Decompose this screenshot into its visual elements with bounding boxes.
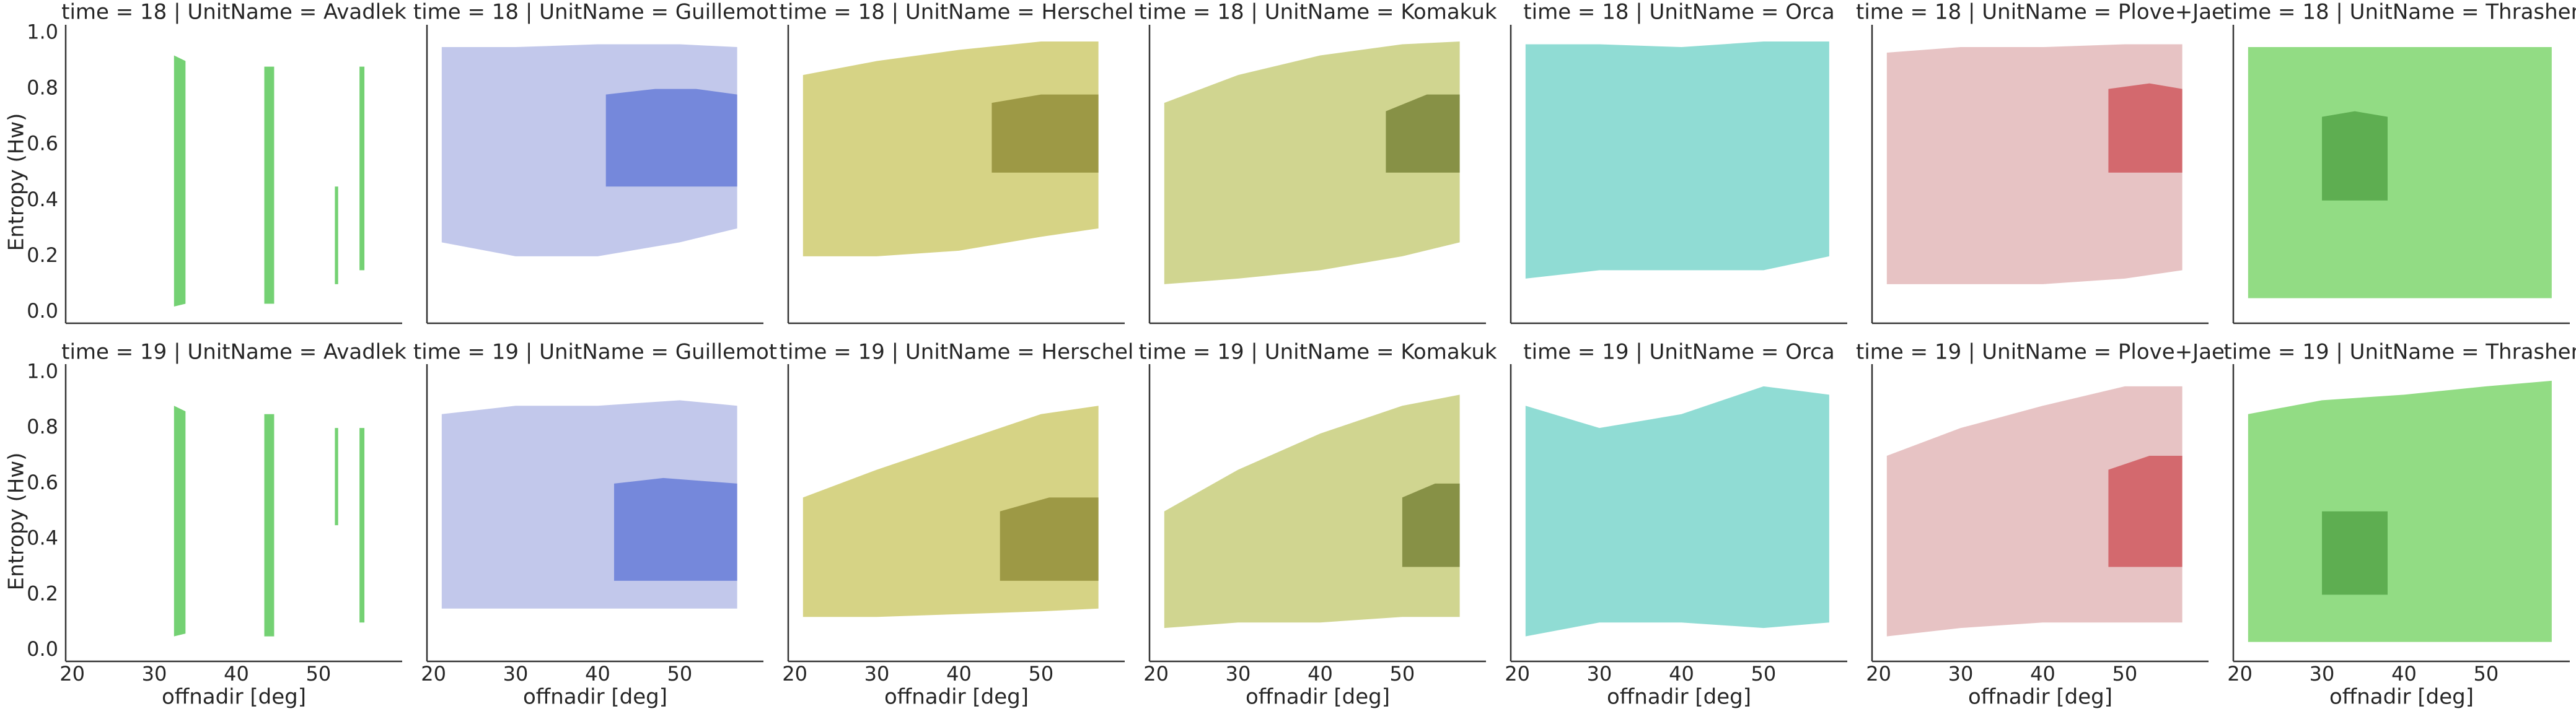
x-tick-label: 50 xyxy=(667,662,693,686)
point-cloud xyxy=(335,428,338,526)
x-tick-label: 20 xyxy=(2227,662,2253,686)
x-tick-label: 30 xyxy=(1948,662,1974,686)
y-tick-label: 1.0 xyxy=(27,20,58,44)
point-cloud xyxy=(2248,380,2552,642)
core xyxy=(2108,83,2183,173)
point-cloud xyxy=(1164,41,1460,284)
x-tick-label: 50 xyxy=(2112,662,2138,686)
x-tick-label: 20 xyxy=(421,662,446,686)
x-tick-label: 40 xyxy=(2030,662,2055,686)
y-tick-label: 0.2 xyxy=(27,581,58,605)
y-tick-label: 0.0 xyxy=(27,637,58,661)
panel-title: time = 19 | UnitName = Orca xyxy=(1523,340,1834,365)
point-cloud xyxy=(174,55,186,307)
point-cloud xyxy=(264,414,275,637)
y-tick-label: 0.4 xyxy=(27,526,58,550)
x-tick-label: 40 xyxy=(224,662,249,686)
x-tick-label: 30 xyxy=(2310,662,2335,686)
x-tick-label: 40 xyxy=(946,662,972,686)
x-tick-label: 50 xyxy=(306,662,332,686)
x-tick-label: 30 xyxy=(142,662,167,686)
core xyxy=(2322,511,2388,595)
core xyxy=(991,94,1099,173)
y-tick-label: 0.8 xyxy=(27,76,58,100)
y-tick-label: 0.4 xyxy=(27,188,58,211)
panel-title: time = 18 | UnitName = Herschel xyxy=(780,0,1134,25)
point-cloud xyxy=(335,186,338,284)
x-tick-label: 40 xyxy=(585,662,610,686)
x-tick-label: 50 xyxy=(2474,662,2499,686)
x-axis-label: offnadir [deg] xyxy=(523,685,667,710)
point-cloud xyxy=(174,406,186,637)
point-cloud xyxy=(1164,394,1460,629)
x-axis-label: offnadir [deg] xyxy=(1246,685,1390,710)
point-cloud xyxy=(359,66,365,271)
panel-title: time = 18 | UnitName = Avadlek xyxy=(61,0,407,25)
x-tick-label: 40 xyxy=(1308,662,1333,686)
y-tick-label: 0.8 xyxy=(27,415,58,438)
x-tick-label: 20 xyxy=(1866,662,1891,686)
x-tick-label: 20 xyxy=(782,662,807,686)
x-tick-label: 50 xyxy=(1751,662,1777,686)
panel-title: time = 18 | UnitName = Guillemot xyxy=(413,0,777,25)
panel-title: time = 19 | UnitName = Herschel xyxy=(780,340,1134,365)
panel-title: time = 19 | UnitName = Avadlek xyxy=(61,340,407,365)
x-axis-label: offnadir [deg] xyxy=(1607,685,1751,710)
x-tick-label: 20 xyxy=(1505,662,1530,686)
x-tick-label: 40 xyxy=(1669,662,1694,686)
x-tick-label: 20 xyxy=(59,662,85,686)
x-tick-label: 30 xyxy=(864,662,890,686)
x-axis-label: offnadir [deg] xyxy=(884,685,1029,710)
x-axis-label: offnadir [deg] xyxy=(1968,685,2112,710)
panel-title: time = 19 | UnitName = Guillemot xyxy=(413,340,777,365)
panel-title: time = 18 | UnitName = Thrasher xyxy=(2223,0,2576,25)
panel-title: time = 19 | UnitName = Komakuk xyxy=(1138,340,1497,365)
core xyxy=(605,89,737,187)
point-cloud xyxy=(802,41,1099,256)
y-tick-label: 0.2 xyxy=(27,243,58,267)
x-tick-label: 40 xyxy=(2391,662,2417,686)
x-tick-label: 30 xyxy=(503,662,529,686)
x-axis-label: offnadir [deg] xyxy=(2329,685,2474,710)
point-cloud xyxy=(1525,386,1829,637)
core xyxy=(1402,483,1460,567)
point-cloud xyxy=(1525,41,1829,279)
core xyxy=(1386,94,1460,173)
core xyxy=(2108,456,2183,567)
panel-title: time = 18 | UnitName = Komakuk xyxy=(1138,0,1497,25)
y-axis-label: Entropy (Hw) xyxy=(4,113,29,251)
panel-title: time = 18 | UnitName = Plove+Jae xyxy=(1856,0,2225,25)
point-cloud xyxy=(1886,386,2183,637)
core xyxy=(2322,111,2388,201)
y-tick-label: 1.0 xyxy=(27,359,58,383)
point-cloud xyxy=(264,66,275,304)
y-tick-label: 0.6 xyxy=(27,132,58,155)
x-tick-label: 30 xyxy=(1587,662,1612,686)
core xyxy=(1000,497,1099,581)
x-tick-label: 50 xyxy=(1029,662,1054,686)
point-cloud xyxy=(359,428,365,623)
y-tick-label: 0.0 xyxy=(27,299,58,323)
x-tick-label: 20 xyxy=(1143,662,1169,686)
point-cloud xyxy=(2248,47,2552,298)
y-tick-label: 0.6 xyxy=(27,471,58,494)
x-axis-label: offnadir [deg] xyxy=(162,685,306,710)
core xyxy=(613,477,737,581)
x-tick-label: 50 xyxy=(1390,662,1415,686)
y-axis-label: Entropy (Hw) xyxy=(4,453,29,591)
panel-title: time = 19 | UnitName = Thrasher xyxy=(2223,340,2576,365)
panel-title: time = 19 | UnitName = Plove+Jae xyxy=(1856,340,2225,365)
panel-title: time = 18 | UnitName = Orca xyxy=(1523,0,1834,25)
x-tick-label: 30 xyxy=(1226,662,1251,686)
